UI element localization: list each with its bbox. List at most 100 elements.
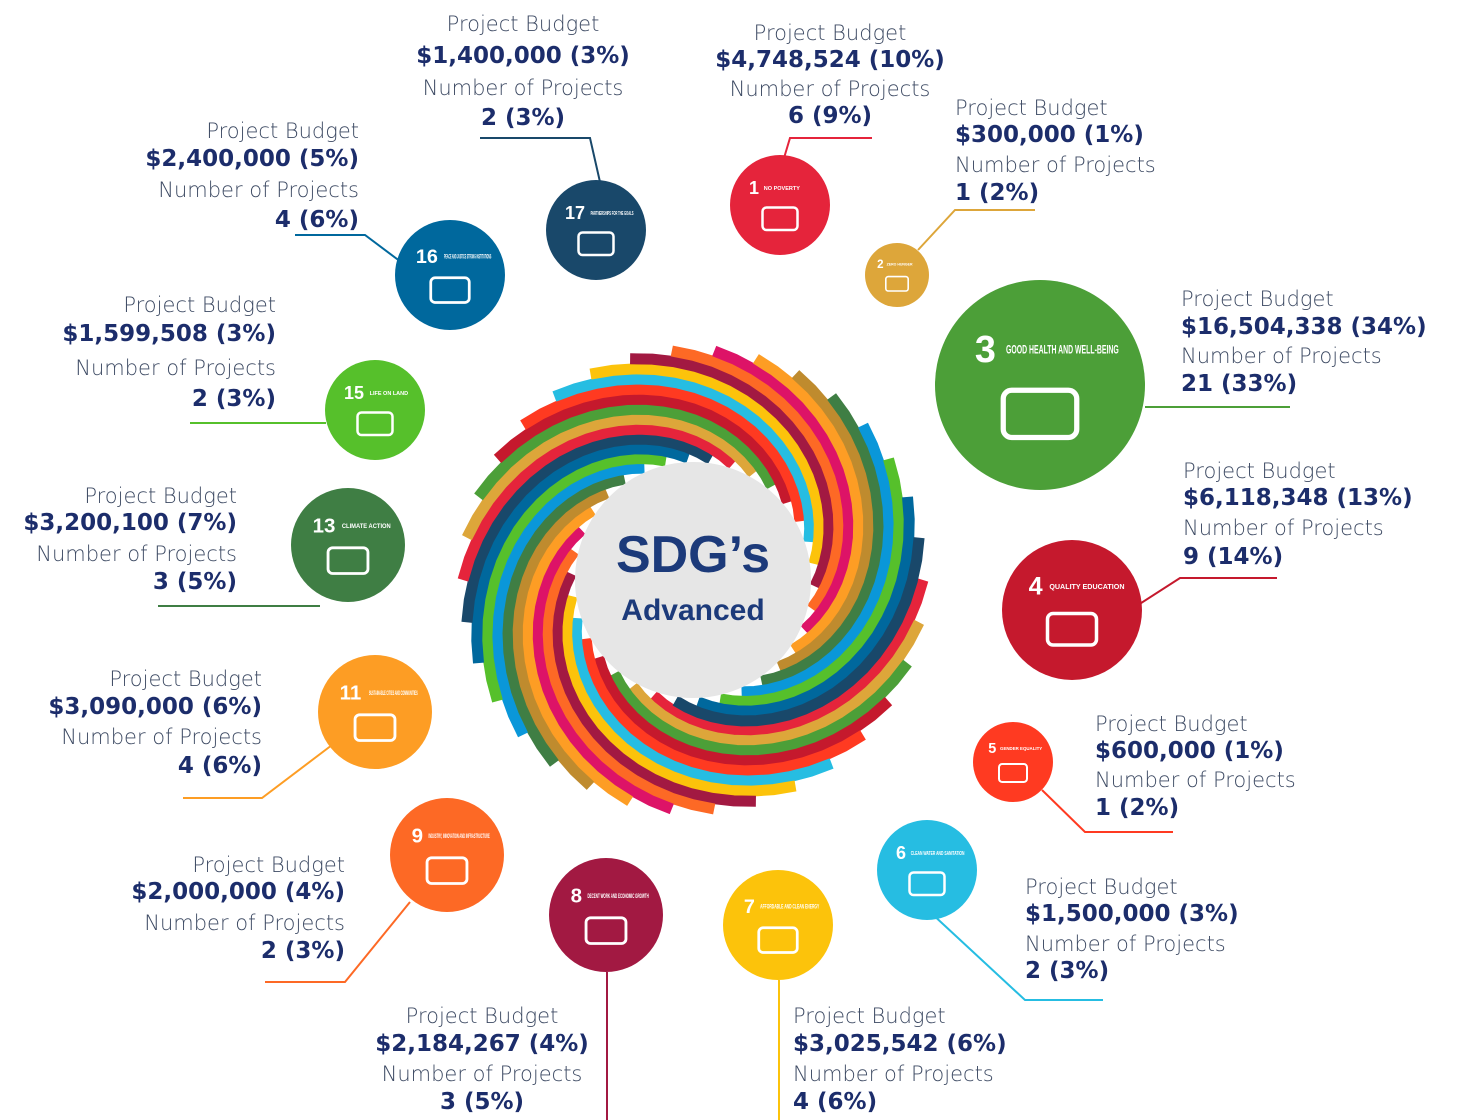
sdg-goal: 6 CLEAN WATER AND SANITATION Project Budge… [877,820,1239,1000]
projects-label: Number of Projects [36,542,237,566]
goal-number: 4 [1029,573,1043,601]
projects-label: Number of Projects [75,356,276,380]
projects-value: 9 (14%) [1183,544,1283,570]
goal-number: 6 [896,843,906,863]
budget-value: $3,025,542 (6%) [793,1031,1007,1057]
goal-icon [730,155,830,255]
goal-number: 15 [344,383,364,403]
goal-name: CLEAN WATER AND SANITATION [911,851,965,857]
goal-number: 13 [313,514,336,537]
budget-value: $3,090,000 (6%) [48,694,262,720]
goal-icon [325,360,425,460]
projects-label: Number of Projects [1095,768,1296,792]
projects-label: Number of Projects [793,1062,994,1086]
goal-name: QUALITY EDUCATION [1049,582,1125,591]
projects-value: 6 (9%) [788,103,872,129]
projects-label: Number of Projects [1181,344,1382,368]
budget-label: Project Budget [1025,875,1178,899]
goal-number: 9 [412,824,423,847]
goal-icon [973,722,1053,802]
projects-label: Number of Projects [955,153,1156,177]
budget-value: $2,400,000 (5%) [145,146,359,172]
center-subtitle: Advanced [621,594,764,627]
budget-value: $4,748,524 (10%) [715,47,945,73]
projects-value: 2 (3%) [261,938,345,964]
budget-value: $600,000 (1%) [1095,738,1284,764]
budget-label: Project Budget [1181,287,1334,311]
projects-label: Number of Projects [1025,932,1226,956]
goal-name: DECENT WORK AND ECONOMIC GROWTH [588,893,649,900]
sdg-goal: 4 QUALITY EDUCATION Project Budget$6,118,3… [1002,459,1413,680]
goal-icon [291,488,405,602]
sdg-goal: 3GOOD HEALTH AND WELL-BEINGProject Budge… [935,280,1427,490]
budget-value: $3,200,100 (7%) [23,510,237,536]
goal-number: 17 [565,203,585,223]
sdg-goal: 5GENDER EQUALITYProject Budget$600,000 (… [973,712,1296,832]
budget-label: Project Budget [447,12,600,36]
sdg-goal: 7 AFFORDABLE AND CLEAN ENERGY Project Budg… [723,870,1007,1120]
budget-value: $1,500,000 (3%) [1025,901,1239,927]
goal-number: 16 [416,246,438,268]
projects-value: 4 (6%) [793,1089,877,1115]
goal-name: GOOD HEALTH AND WELL-BEING [1006,344,1119,357]
budget-label: Project Budget [754,21,907,45]
budget-value: $1,599,508 (3%) [62,321,276,347]
goal-number: 11 [340,681,362,704]
projects-value: 4 (6%) [275,207,359,233]
projects-value: 1 (2%) [1095,795,1179,821]
projects-value: 1 (2%) [955,180,1039,206]
projects-label: Number of Projects [158,178,359,202]
budget-label: Project Budget [1183,459,1336,483]
projects-label: Number of Projects [1183,516,1384,540]
goal-icon [390,798,504,912]
goal-icon [935,280,1145,490]
goal-icon [549,858,663,972]
projects-value: 2 (3%) [481,105,565,131]
goal-number: 8 [571,884,582,907]
budget-label: Project Budget [406,1004,559,1028]
goal-icon [865,243,929,307]
budget-label: Project Budget [955,96,1108,120]
goal-icon [1002,540,1142,680]
infographic: SDG’s Advanced 17PARTNERSHIPS FOR THE GO… [0,0,1457,1120]
goal-number: 2 [877,259,883,271]
projects-label: Number of Projects [730,77,931,101]
projects-label: Number of Projects [382,1062,583,1086]
goal-name: SUSTAINABLE CITIES AND COMMUNITIES [369,690,418,697]
goal-number: 7 [744,896,755,918]
budget-label: Project Budget [793,1004,946,1028]
budget-value: $16,504,338 (34%) [1181,314,1427,340]
budget-value: $6,118,348 (13%) [1183,485,1413,511]
projects-value: 21 (33%) [1181,371,1297,397]
goal-number: 5 [988,741,996,757]
center-title: SDG’s [616,526,770,584]
leader-line [480,138,600,182]
goal-name: NO POVERTY [764,186,800,192]
budget-value: $2,000,000 (4%) [131,879,345,905]
budget-label: Project Budget [206,119,359,143]
goal-icon [546,180,646,280]
projects-value: 3 (5%) [153,569,237,595]
goal-name: AFFORDABLE AND CLEAN ENERGY [760,905,819,911]
leader-line [784,138,872,158]
page: {"center": {"title": "SDG’s", "subtitle"… [0,0,1457,1120]
sdg-goal: 9INDUSTRY, INNOVATION AND INFRASTRUCTURE… [131,798,504,982]
budget-value: $2,184,267 (4%) [375,1031,589,1057]
projects-label: Number of Projects [144,911,345,935]
leader-line [1138,578,1277,605]
projects-value: 4 (6%) [178,753,262,779]
projects-value: 3 (5%) [440,1089,524,1115]
goal-name: LIFE ON LAND [370,391,409,397]
goal-icon [723,870,833,980]
sdg-goal: 13CLIMATE ACTIONProject Budget$3,200,100… [23,484,405,606]
goal-icon [318,655,432,769]
leader-line [918,210,1035,250]
projects-value: 2 (3%) [192,386,276,412]
budget-label: Project Budget [1095,712,1248,736]
goal-name: CLIMATE ACTION [342,523,391,530]
budget-label: Project Budget [109,667,262,691]
budget-label: Project Budget [192,853,345,877]
projects-label: Number of Projects [423,76,624,100]
